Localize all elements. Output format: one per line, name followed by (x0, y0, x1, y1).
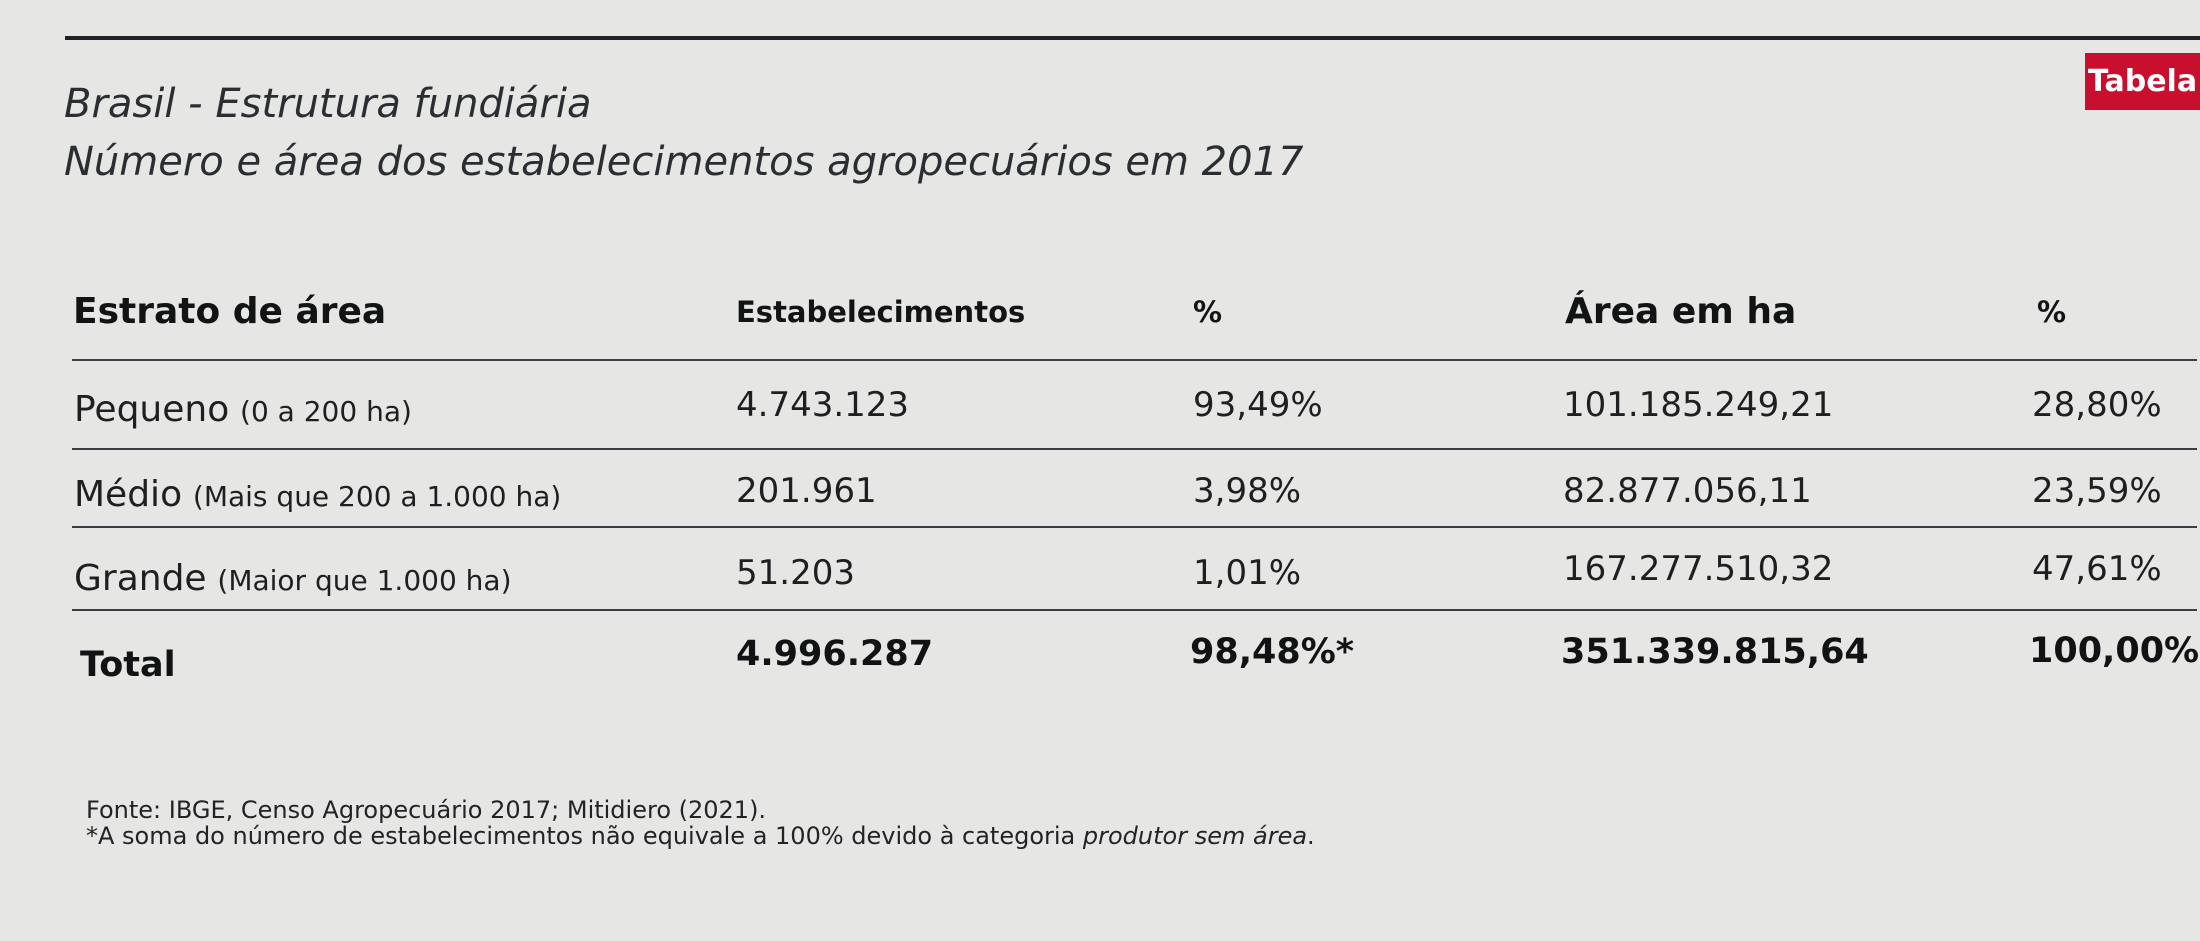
total-pct-establishments: 98,48%* (1190, 632, 1355, 672)
row-pct-area: 23,59% (2032, 471, 2162, 511)
row-sublabel: (Mais que 200 a 1.000 ha) (192, 480, 562, 513)
header-pct-establishments: % (1193, 295, 1223, 329)
asterisk-note-emphasis: produtor sem área (1082, 822, 1308, 850)
row-pct-establishments: 3,98% (1193, 471, 1302, 511)
row-area: 101.185.249,21 (1563, 385, 1834, 425)
row-pct-area: 47,61% (2032, 549, 2162, 589)
top-divider (65, 36, 2200, 40)
source-note: Fonte: IBGE, Censo Agropecuário 2017; Mi… (86, 796, 767, 824)
row-label-cell: Grande (Maior que 1.000 ha) (74, 561, 512, 597)
header-establishments: Estabelecimentos (736, 295, 1026, 329)
title-line-1: Brasil - Estrutura fundiária (64, 81, 592, 127)
row-label: Pequeno (74, 389, 230, 430)
row-sublabel: (Maior que 1.000 ha) (217, 564, 512, 597)
total-area: 351.339.815,64 (1561, 632, 1869, 672)
asterisk-note-text: *A soma do número de estabelecimentos nã… (86, 822, 1083, 850)
row-label-cell: Médio (Mais que 200 a 1.000 ha) (74, 477, 561, 513)
total-divider (72, 609, 2197, 611)
row-pct-establishments: 93,49% (1193, 385, 1323, 425)
row-label-cell: Pequeno (0 a 200 ha) (74, 392, 412, 428)
asterisk-note: *A soma do número de estabelecimentos nã… (86, 822, 1315, 850)
row-label: Grande (74, 558, 207, 599)
row-divider (72, 448, 2197, 450)
total-pct-area: 100,00% (2029, 631, 2200, 671)
row-area: 167.277.510,32 (1563, 549, 1834, 589)
row-sublabel: (0 a 200 ha) (240, 395, 412, 428)
total-establishments: 4.996.287 (736, 634, 934, 674)
row-establishments: 4.743.123 (736, 385, 910, 425)
row-establishments: 51.203 (736, 553, 855, 593)
header-area: Área em ha (1565, 291, 1797, 332)
title-line-2: Número e área dos estabelecimentos agrop… (64, 139, 1304, 185)
row-label: Médio (74, 474, 183, 515)
asterisk-note-end: . (1307, 822, 1315, 850)
row-area: 82.877.056,11 (1563, 471, 1812, 511)
header-pct-area: % (2037, 295, 2067, 329)
row-divider (72, 526, 2197, 528)
header-divider (72, 359, 2197, 361)
row-pct-area: 28,80% (2032, 385, 2162, 425)
row-pct-establishments: 1,01% (1193, 553, 1302, 593)
total-label: Total (80, 645, 176, 685)
table-badge: Tabela (2085, 53, 2200, 110)
row-establishments: 201.961 (736, 471, 877, 511)
header-stratum: Estrato de área (73, 291, 387, 332)
table-title: Brasil - Estrutura fundiária Número e ár… (64, 75, 1303, 191)
